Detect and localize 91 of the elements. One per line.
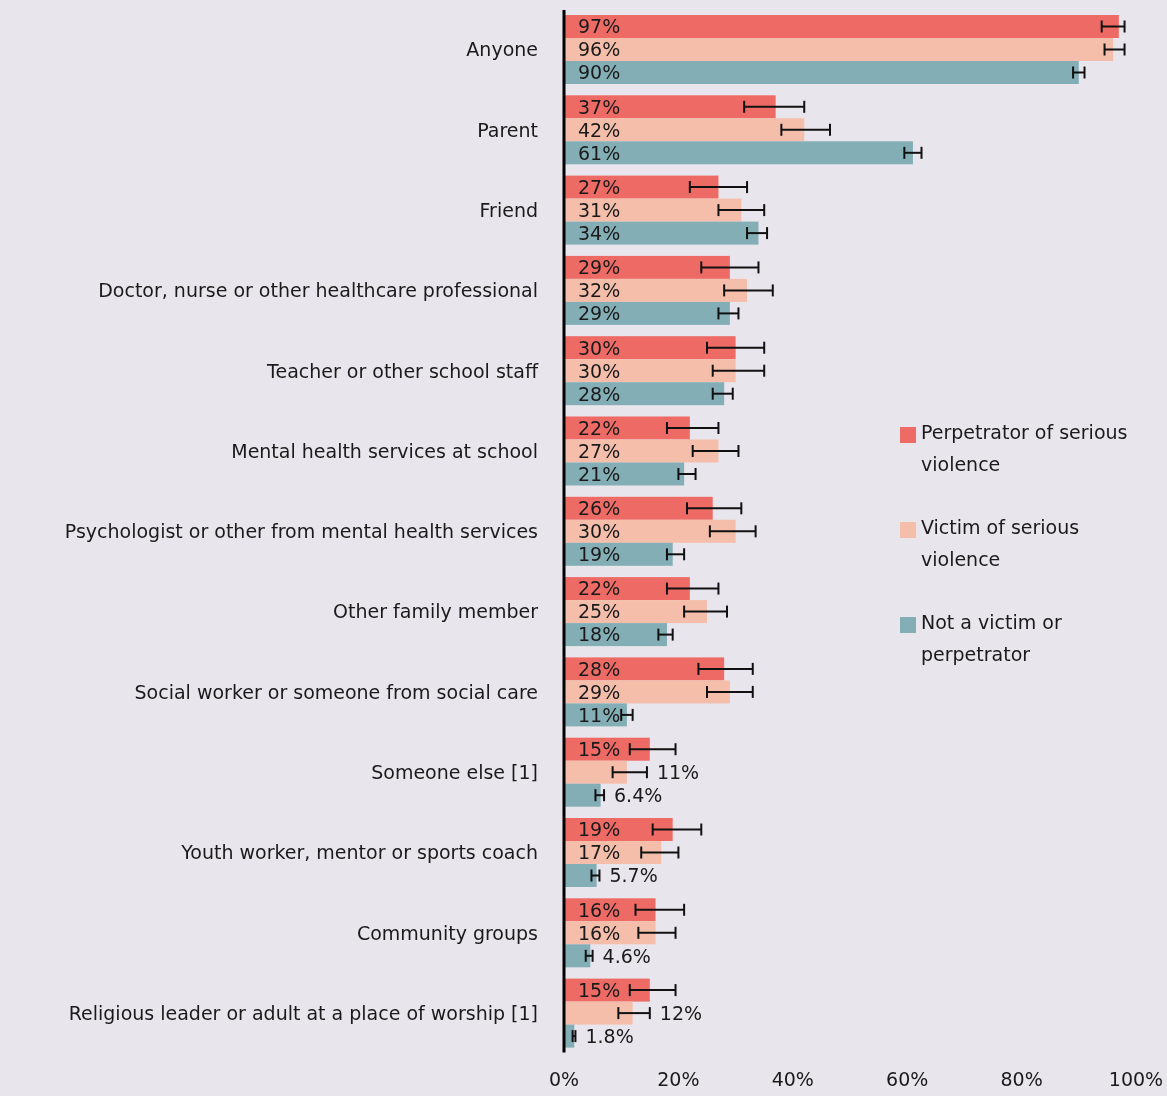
data-label: 32%	[578, 279, 621, 302]
data-label: 30%	[578, 520, 621, 543]
data-label: 15%	[578, 978, 621, 1001]
data-label: 22%	[578, 416, 621, 439]
data-label: 19%	[578, 818, 621, 841]
bar	[564, 416, 690, 440]
bar	[564, 278, 748, 302]
data-label: 27%	[578, 175, 621, 198]
bar	[564, 496, 713, 520]
data-label: 27%	[578, 439, 621, 462]
data-label: 22%	[578, 577, 621, 600]
data-label: 5.7%	[609, 864, 658, 887]
legend-label: Not a victim or perpetrator	[921, 611, 1062, 666]
data-label: 19%	[578, 543, 621, 566]
data-label: 96%	[578, 38, 621, 61]
y-tick-label: Religious leader or adult at a place of worship [1]	[68, 1001, 538, 1024]
data-label: 61%	[578, 141, 621, 164]
bar	[564, 944, 591, 968]
legend-label: Perpetrator of serious violence	[921, 421, 1128, 476]
bar	[564, 864, 597, 887]
bar	[564, 61, 1079, 84]
y-tick-label: Social worker or someone from social care	[134, 680, 538, 703]
y-tick-label: Doctor, nurse or other healthcare professional	[98, 279, 538, 302]
bar	[564, 118, 805, 142]
data-label: 11%	[578, 703, 621, 726]
data-label: 16%	[578, 921, 621, 944]
bar	[564, 462, 685, 486]
legend-label: Victim of serious violence	[921, 516, 1080, 571]
bar	[564, 175, 719, 199]
data-label: 29%	[578, 256, 621, 279]
data-label: 21%	[578, 462, 621, 485]
y-tick-label: Teacher or other school staff	[266, 359, 539, 382]
data-label: 28%	[578, 382, 621, 405]
x-tick-label: 100%	[1108, 1068, 1164, 1090]
bar	[564, 680, 730, 704]
data-label: 12%	[659, 1001, 703, 1024]
y-tick-label: Someone else [1]	[371, 761, 538, 784]
data-label: 16%	[578, 898, 621, 921]
bar	[564, 760, 627, 784]
bar	[564, 15, 1119, 38]
data-label: 26%	[578, 497, 621, 520]
x-tick-label: 0%	[548, 1068, 580, 1090]
bar	[564, 577, 690, 601]
data-label: 97%	[578, 15, 621, 38]
bar	[564, 255, 730, 279]
y-tick-label: Other family member	[333, 600, 539, 623]
bar	[564, 519, 736, 543]
data-label: 4.6%	[602, 944, 651, 967]
bar	[564, 198, 742, 222]
bar	[564, 336, 736, 360]
y-tick-label: Mental health services at school	[231, 439, 538, 462]
bar	[564, 221, 759, 245]
data-label: 90%	[578, 61, 621, 84]
data-label: 42%	[578, 118, 621, 141]
data-label: 29%	[578, 680, 621, 703]
bar	[564, 141, 913, 165]
data-label: 25%	[578, 600, 621, 623]
y-tick-label: Anyone	[466, 38, 538, 61]
data-label: 17%	[578, 841, 621, 864]
data-label: 28%	[578, 657, 621, 680]
data-label: 11%	[656, 761, 700, 784]
x-tick-label: 40%	[771, 1068, 814, 1090]
data-label: 29%	[578, 302, 621, 325]
data-label: 18%	[578, 623, 621, 646]
data-label: 30%	[578, 336, 621, 359]
bar	[564, 301, 730, 325]
data-label: 15%	[578, 738, 621, 761]
bar	[564, 382, 725, 406]
x-tick-label: 20%	[657, 1068, 700, 1090]
x-tick-label: 80%	[1000, 1068, 1043, 1090]
y-tick-label: Psychologist or other from mental health services	[64, 520, 538, 543]
bar	[564, 95, 776, 119]
bar	[564, 783, 601, 807]
data-label: 1.8%	[585, 1024, 634, 1047]
bar	[564, 542, 673, 566]
data-label: 37%	[578, 95, 621, 118]
bar	[564, 439, 719, 463]
bar	[564, 359, 736, 383]
data-label: 30%	[578, 359, 621, 382]
data-label: 31%	[578, 198, 621, 221]
y-tick-label: Friend	[479, 198, 538, 221]
data-label: 6.4%	[614, 784, 663, 807]
x-tick-label: 60%	[886, 1068, 929, 1090]
y-tick-label: Community groups	[356, 921, 538, 944]
bar	[564, 600, 707, 624]
bar	[564, 38, 1114, 61]
y-tick-label: Parent	[477, 118, 538, 141]
y-tick-label: Youth worker, mentor or sports coach	[180, 841, 538, 864]
bar	[564, 1001, 633, 1025]
bar	[564, 657, 725, 681]
data-label: 34%	[578, 221, 621, 244]
